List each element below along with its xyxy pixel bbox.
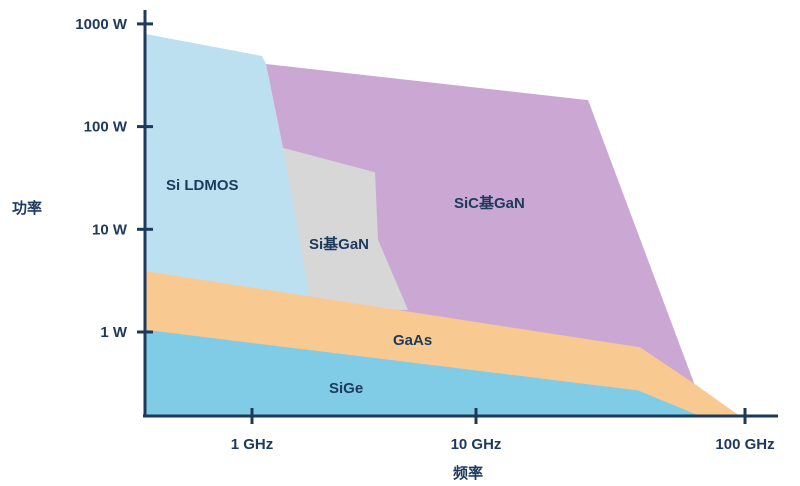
label-si-ldmos: Si LDMOS	[166, 177, 239, 194]
x-axis-title: 频率	[453, 464, 483, 482]
y-tick-label: 10 W	[92, 221, 128, 238]
region-sigan-2	[283, 147, 408, 310]
y-axis-title: 功率	[12, 199, 42, 217]
y-tick-label: 1000 W	[75, 16, 128, 33]
x-ticks: 1 GHz 10 GHz 100 GHz	[231, 408, 775, 453]
x-tick-label: 100 GHz	[715, 436, 774, 453]
label-gaas: GaAs	[393, 332, 432, 349]
label-sic-gan: SiC基GaN	[454, 194, 525, 212]
label-sige: SiGe	[329, 380, 363, 397]
y-ticks: 1 W 10 W 100 W 1000 W	[75, 16, 153, 341]
y-tick-label: 100 W	[84, 119, 128, 136]
region-sige-4	[145, 329, 700, 416]
regions	[145, 33, 740, 417]
x-tick-label: 1 GHz	[231, 436, 274, 453]
x-tick-label: 10 GHz	[451, 436, 502, 453]
label-si-gan: Si基GaN	[309, 235, 369, 253]
y-tick-label: 1 W	[100, 324, 128, 341]
region-sicgan-1	[266, 64, 695, 386]
